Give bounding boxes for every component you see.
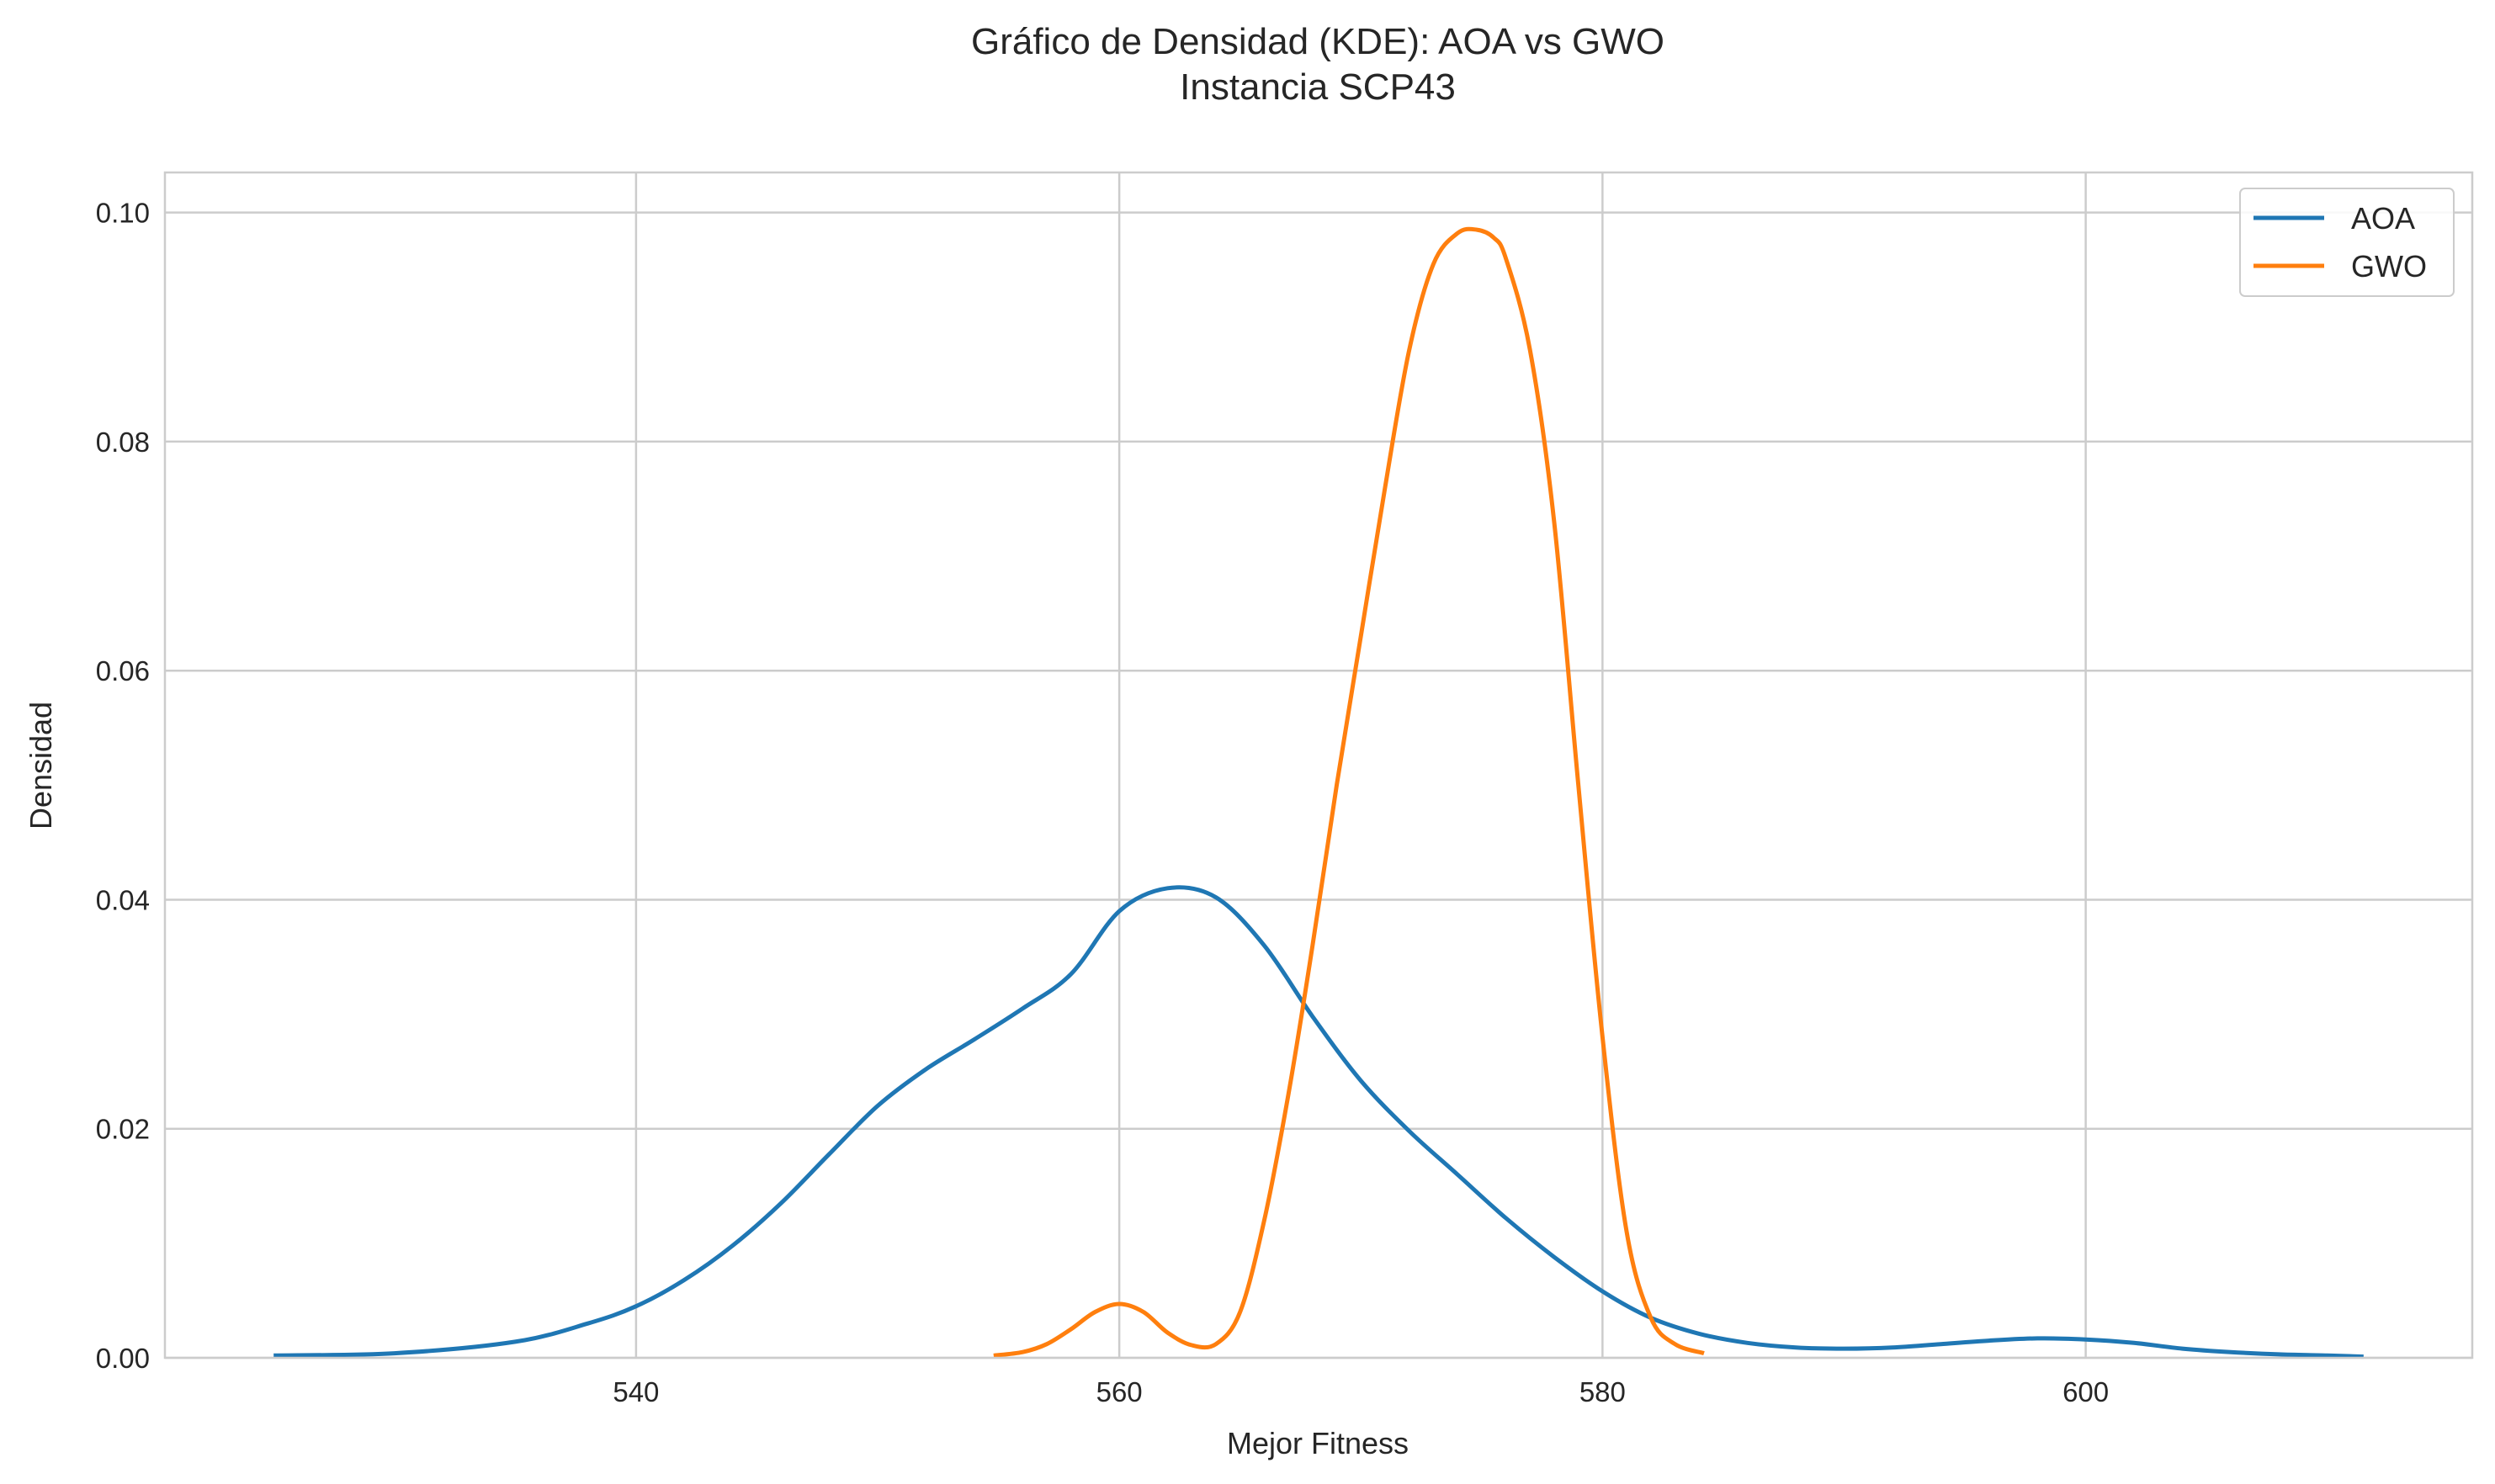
y-tick-label: 0.04	[96, 884, 150, 915]
plot-frame	[163, 171, 2474, 1359]
x-axis-label: Mejor Fitness	[1227, 1426, 1409, 1460]
legend-label-gwo: GWO	[2351, 249, 2427, 284]
tick-labels: 540 560 580 600 0.00 0.02 0.04 0.06 0.08 0.10	[96, 198, 2109, 1407]
legend: AOA GWO	[2239, 188, 2455, 297]
chart-subtitle: Instancia SCP43	[1180, 66, 1456, 108]
y-tick-label: 0.00	[96, 1343, 150, 1374]
x-tick-label: 580	[1579, 1376, 1626, 1407]
y-tick-label: 0.08	[96, 427, 150, 458]
y-tick-label: 0.02	[96, 1114, 150, 1145]
chart-title: Gráfico de Densidad (KDE): AOA vs GWO	[971, 21, 1664, 62]
series-lines	[273, 226, 2364, 1359]
x-tick-label: 600	[2062, 1376, 2109, 1407]
y-tick-label: 0.06	[96, 655, 150, 686]
legend-label-aoa: AOA	[2351, 201, 2415, 236]
series-line-gwo	[993, 226, 1705, 1358]
y-axis-label: Densidad	[24, 702, 58, 829]
series-line-aoa	[273, 885, 2364, 1359]
x-tick-label: 540	[613, 1376, 659, 1407]
legend-box	[2239, 188, 2455, 297]
y-tick-label: 0.10	[96, 198, 150, 229]
x-tick-label: 560	[1096, 1376, 1143, 1407]
